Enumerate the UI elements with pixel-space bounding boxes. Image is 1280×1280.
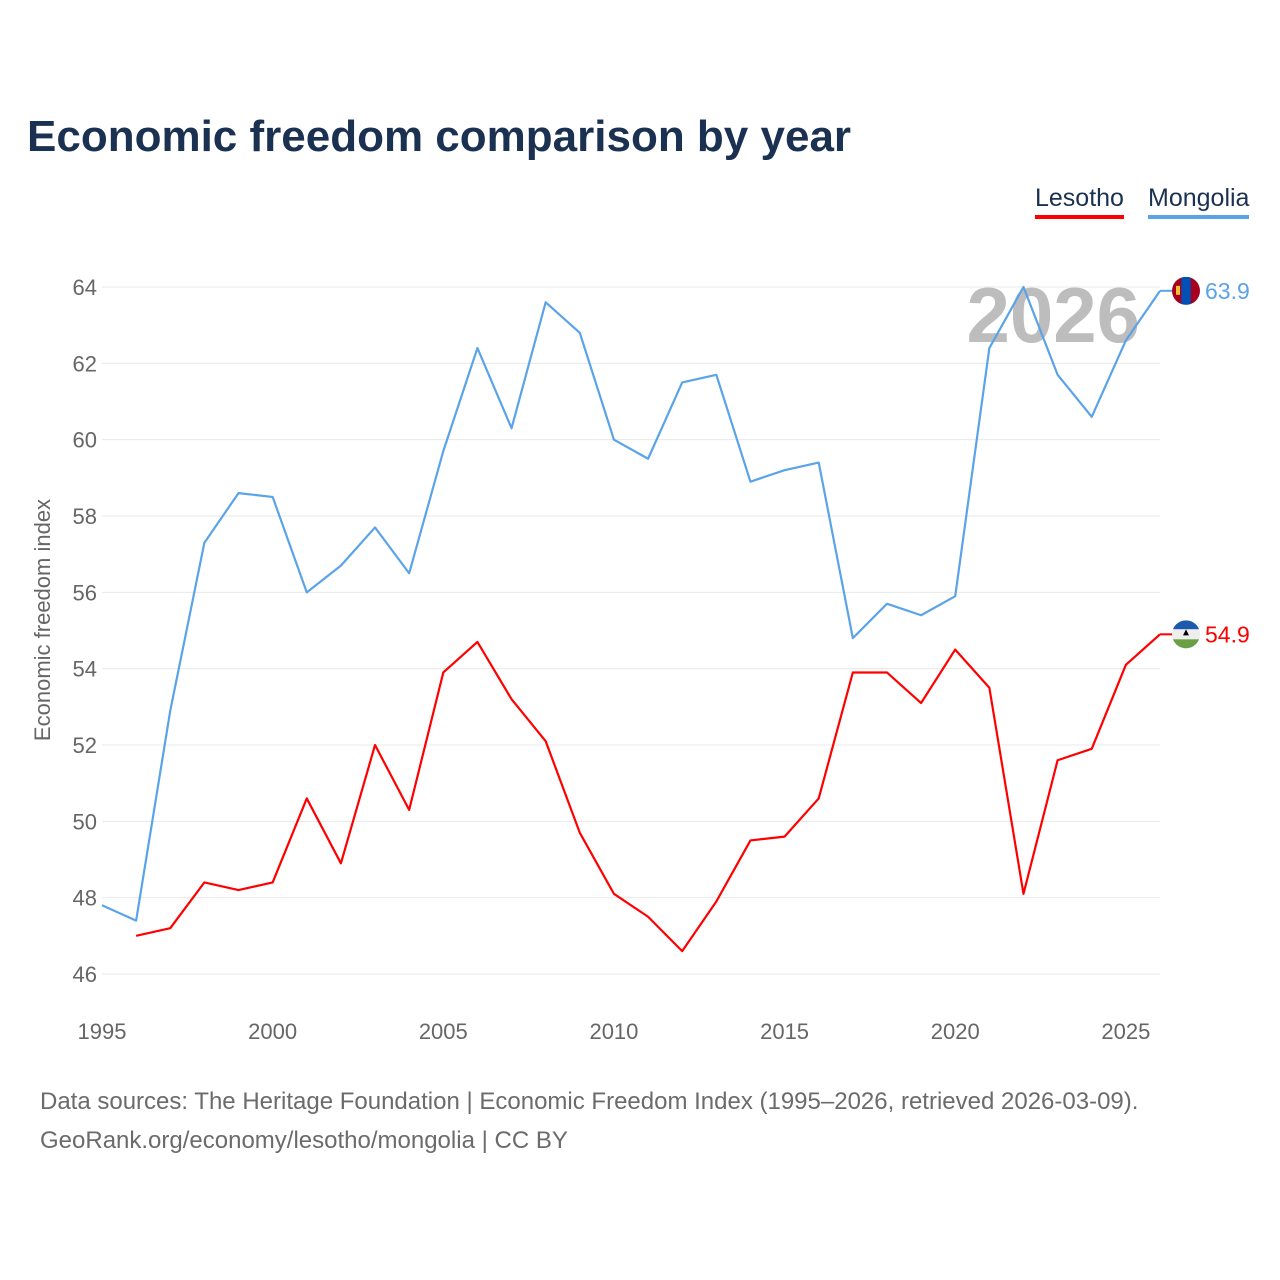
legend-mongolia[interactable]: Mongolia [1148, 184, 1250, 219]
mongolia-flag-icon [1172, 276, 1200, 305]
x-tick-label: 2020 [931, 1019, 980, 1044]
series-line-lesotho [135, 633, 1161, 953]
chart-title: Economic freedom comparison by year [27, 112, 852, 161]
y-axis-label: Economic freedom index [30, 499, 55, 741]
y-tick-label: 50 [73, 809, 97, 834]
y-tick-label: 64 [73, 275, 97, 300]
x-tick-label: 2015 [760, 1019, 809, 1044]
series-line-mongolia [101, 285, 1161, 922]
y-tick-label: 48 [73, 886, 97, 911]
y-tick-label: 60 [73, 428, 97, 453]
x-tick-label: 2025 [1101, 1019, 1150, 1044]
x-tick-label: 2010 [589, 1019, 638, 1044]
y-tick-label: 52 [73, 733, 97, 758]
lesotho-flag-icon [1172, 620, 1200, 649]
x-tick-label: 2000 [248, 1019, 297, 1044]
legend-lesotho[interactable]: Lesotho [1035, 184, 1124, 219]
end-value-label-mongolia: 63.9 [1205, 278, 1250, 304]
footer-sources: Data sources: The Heritage Foundation | … [40, 1088, 1139, 1115]
y-tick-label: 46 [73, 962, 97, 987]
footer-credit: GeoRank.org/economy/lesotho/mongolia | C… [40, 1127, 568, 1154]
y-tick-label: 56 [73, 580, 97, 605]
y-tick-label: 58 [73, 504, 97, 529]
year-watermark: 2026 [966, 271, 1140, 359]
x-tick-label: 2005 [419, 1019, 468, 1044]
x-tick-label: 1995 [78, 1019, 127, 1044]
y-tick-label: 54 [73, 657, 97, 682]
y-tick-label: 62 [73, 351, 97, 376]
end-value-label-lesotho: 54.9 [1205, 621, 1250, 647]
